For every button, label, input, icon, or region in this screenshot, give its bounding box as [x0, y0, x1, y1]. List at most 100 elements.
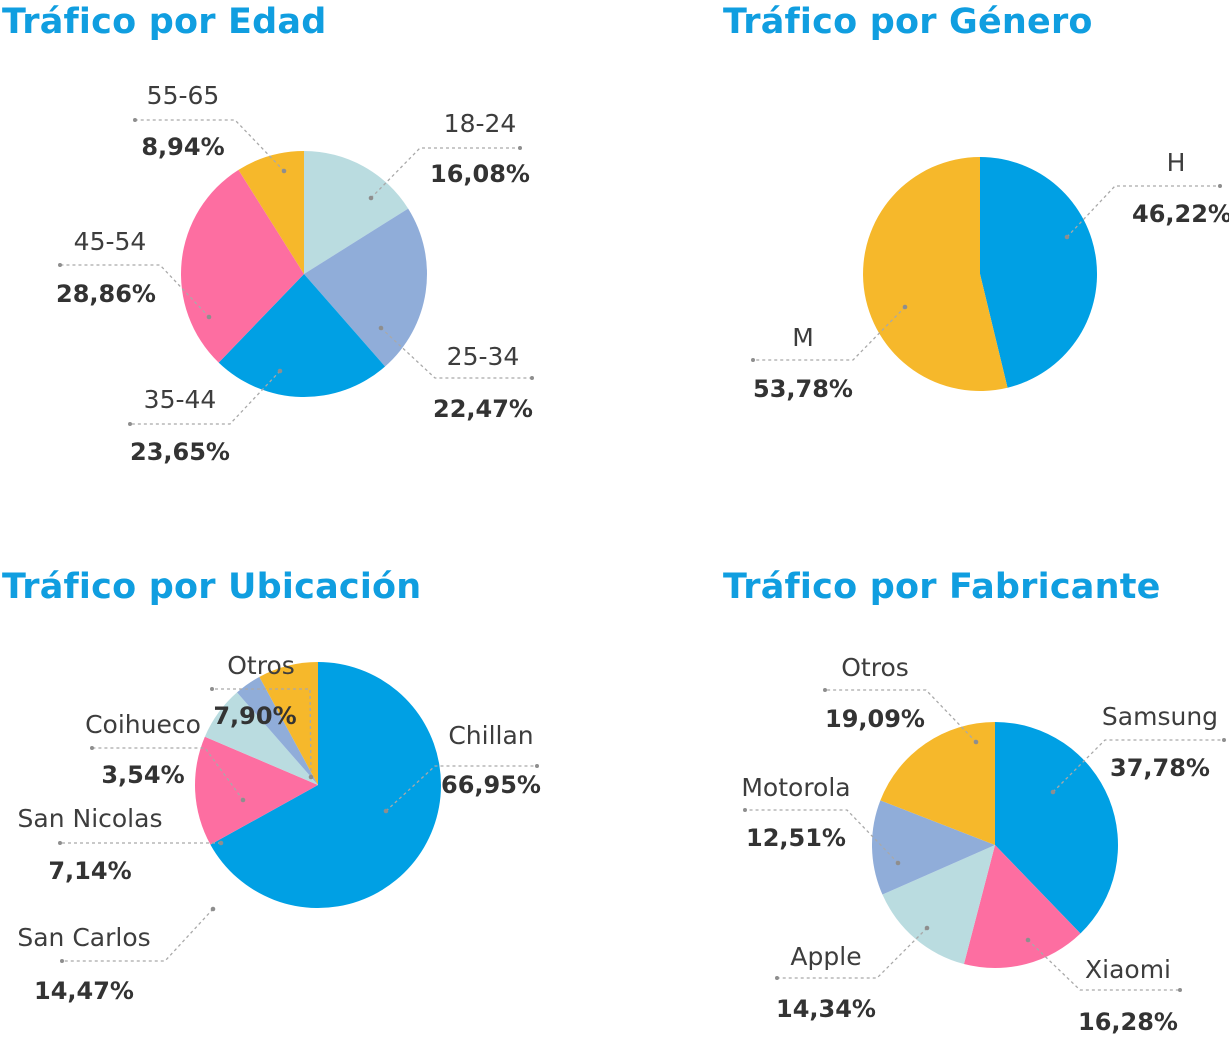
slice-value-55-65: 8,94% — [141, 133, 224, 161]
leader-dot-m — [902, 304, 908, 310]
slice-label-m: M — [792, 323, 814, 352]
slice-label-h: H — [1167, 148, 1186, 177]
leader-dot-chillan — [383, 808, 389, 814]
leader-line-samsung — [1052, 739, 1224, 793]
leader-line-25-34 — [380, 327, 532, 379]
pie-slice-xiaomi — [963, 845, 1081, 969]
leader-end-dot-35-44 — [128, 422, 132, 426]
slice-value-18-24: 16,08% — [430, 160, 530, 188]
pie-slice-18-24 — [304, 151, 409, 274]
slice-label-san-carlos: San Carlos — [17, 923, 150, 952]
chart-panel-fabricante: Tráfico por Fabricante Samsung 37,78% Xiao… — [615, 540, 1229, 1055]
chart-title-edad: Tráfico por Edad — [2, 2, 327, 42]
chart-title-ubicacion: Tráfico por Ubicación — [2, 567, 422, 607]
pie-labels: Samsung 37,78% Xiaomi 16,28% Apple 14,34% Moto… — [741, 653, 1226, 1036]
slice-label-coihueco: Coihueco — [85, 710, 201, 739]
slice-value-h: 46,22% — [1132, 200, 1229, 228]
slice-label-55-65: 55-65 — [147, 81, 220, 110]
leader-line-san-carlos — [62, 908, 214, 962]
leader-end-dot-otros — [823, 688, 827, 692]
slice-label-otros: Otros — [227, 651, 295, 680]
leader-end-dot-h — [1218, 184, 1222, 188]
slice-value-otros: 19,09% — [825, 705, 925, 733]
pie-chart-ubicacion: Chillan 66,95% San Carlos 14,47% San Nicolas… — [17, 651, 541, 1005]
pie-slices — [194, 662, 442, 908]
pie-chart-edad: 18-24 16,08% 25-34 22,47% 35-44 23,65% 45-54 28… — [56, 81, 534, 466]
leader-line-35-44 — [130, 370, 281, 425]
pie-slices — [863, 157, 1098, 391]
slice-value-otros: 7,90% — [213, 702, 296, 730]
leader-dot-55-65 — [281, 168, 287, 174]
pie-labels: H 46,22% M 53,78% — [751, 148, 1229, 403]
pie-chart-genero: H 46,22% M 53,78% — [751, 148, 1229, 403]
leader-line-h — [1066, 185, 1220, 238]
slice-value-samsung: 37,78% — [1110, 754, 1210, 782]
pie-slice-45-54 — [181, 169, 304, 363]
slice-label-35-44: 35-44 — [144, 385, 217, 414]
pie-slice-san-carlos — [194, 736, 318, 845]
leader-end-dot-san-carlos — [60, 959, 64, 963]
slice-label-45-54: 45-54 — [74, 227, 147, 256]
leader-end-dot-xiaomi — [1178, 988, 1182, 992]
leader-dot-45-54 — [206, 314, 212, 320]
pie-slice-m — [863, 157, 1008, 391]
leader-end-dot-san-nicolas — [58, 841, 62, 845]
pie-slice-motorola — [872, 800, 995, 895]
leader-dot-xiaomi — [1025, 937, 1031, 943]
slice-value-apple: 14,34% — [776, 995, 876, 1023]
leader-line-xiaomi — [1027, 939, 1180, 991]
chart-panel-edad: Tráfico por Edad 18-24 16,08% 25-34 22,47% 3… — [0, 0, 600, 520]
leader-dot-san-carlos — [210, 906, 216, 912]
leader-end-dot-45-54 — [58, 263, 62, 267]
slice-label-san-nicolas: San Nicolas — [18, 804, 163, 833]
pie-slices — [181, 151, 427, 398]
leader-dot-motorola — [895, 860, 901, 866]
pie-slice-coihueco — [237, 676, 318, 785]
leader-end-dot-m — [751, 358, 755, 362]
leader-end-dot-18-24 — [518, 146, 522, 150]
leader-end-dot-chillan — [535, 764, 539, 768]
slice-label-xiaomi: Xiaomi — [1085, 955, 1171, 984]
leader-end-dot-samsung — [1222, 738, 1226, 742]
leader-dot-18-24 — [368, 195, 374, 201]
leader-end-dot-apple — [775, 976, 779, 980]
leader-end-dot-25-34 — [530, 376, 534, 380]
pie-slice-chillan — [210, 662, 442, 908]
leader-dot-coihueco — [240, 797, 246, 803]
slice-value-san-carlos: 14,47% — [34, 977, 134, 1005]
slice-label-otros: Otros — [841, 653, 909, 682]
leader-line-m — [753, 306, 906, 361]
leader-line-coihueco — [92, 747, 244, 801]
leader-dot-otros — [308, 774, 314, 780]
slice-label-apple: Apple — [790, 942, 861, 971]
slice-value-35-44: 23,65% — [130, 438, 230, 466]
slice-value-coihueco: 3,54% — [101, 761, 184, 789]
pie-slices — [872, 722, 1118, 969]
pie-slice-otros — [880, 722, 995, 845]
chart-title-fabricante: Tráfico por Fabricante — [723, 567, 1161, 607]
leader-dot-samsung — [1050, 789, 1056, 795]
leader-dot-35-44 — [277, 368, 283, 374]
slice-label-18-24: 18-24 — [444, 109, 517, 138]
leader-end-dot-coihueco — [90, 746, 94, 750]
slice-value-motorola: 12,51% — [746, 824, 846, 852]
slice-label-motorola: Motorola — [741, 773, 850, 802]
pie-labels: Chillan 66,95% San Carlos 14,47% San Nicolas… — [17, 651, 541, 1005]
pie-slice-san-nicolas — [204, 692, 318, 785]
slice-value-m: 53,78% — [753, 375, 853, 403]
chart-panel-genero: Tráfico por Género H 46,22% M 53,78% — [615, 0, 1229, 520]
pie-slice-h — [980, 157, 1098, 388]
leader-line-otros — [825, 689, 977, 743]
leader-line-45-54 — [60, 264, 210, 318]
pie-slice-55-65 — [238, 151, 304, 274]
leader-end-dot-otros — [210, 687, 214, 691]
pie-slice-apple — [882, 845, 995, 965]
slice-value-45-54: 28,86% — [56, 280, 156, 308]
pie-labels: 18-24 16,08% 25-34 22,47% 35-44 23,65% 45-54 28… — [56, 81, 534, 466]
slice-label-chillan: Chillan — [448, 721, 533, 750]
leader-dot-h — [1064, 234, 1070, 240]
leader-line-motorola — [745, 809, 899, 864]
slice-label-25-34: 25-34 — [447, 342, 520, 371]
slice-label-samsung: Samsung — [1102, 702, 1218, 731]
leader-end-dot-55-65 — [133, 118, 137, 122]
